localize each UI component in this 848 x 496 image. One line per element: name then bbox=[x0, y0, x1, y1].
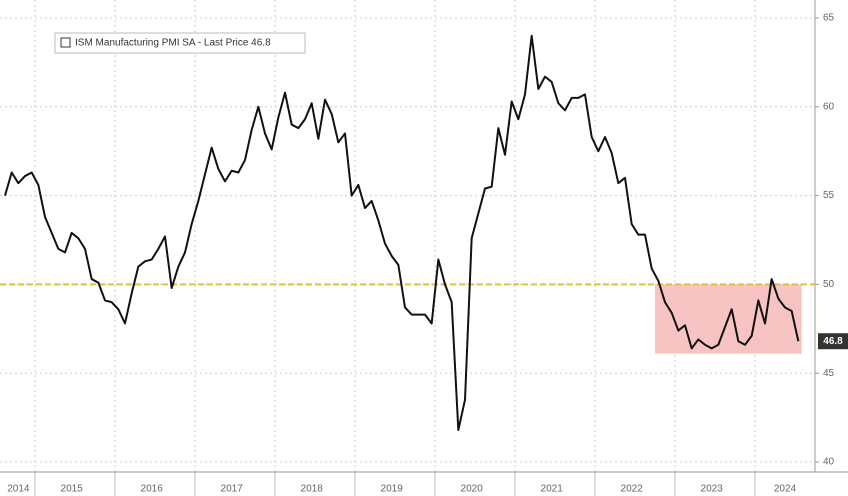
y-tick-label: 60 bbox=[823, 101, 835, 112]
x-tick-label: 2014 bbox=[7, 484, 30, 495]
y-tick-label: 40 bbox=[823, 457, 835, 468]
x-tick-label: 2021 bbox=[541, 484, 564, 495]
y-tick-label: 50 bbox=[823, 279, 835, 290]
legend-box bbox=[54, 32, 306, 54]
x-tick-label: 2024 bbox=[774, 484, 797, 495]
last-price-label: 46.8 bbox=[823, 336, 843, 347]
legend-label: ISM Manufacturing PMI SA - Last Price 46… bbox=[75, 38, 271, 49]
x-tick-label: 2023 bbox=[701, 484, 724, 495]
x-tick-label: 2020 bbox=[461, 484, 484, 495]
series-line bbox=[4, 34, 800, 432]
y-tick-label: 45 bbox=[823, 368, 835, 379]
x-tick-label: 2022 bbox=[621, 484, 644, 495]
x-tick-label: 2015 bbox=[61, 484, 84, 495]
x-tick-label: 2017 bbox=[221, 484, 244, 495]
y-tick-label: 65 bbox=[823, 13, 835, 24]
y-tick-label: 55 bbox=[823, 190, 835, 201]
x-tick-label: 2018 bbox=[301, 484, 324, 495]
legend-swatch bbox=[60, 37, 71, 48]
x-tick-label: 2019 bbox=[381, 484, 404, 495]
last-price-box bbox=[818, 333, 848, 350]
x-tick-label: 2016 bbox=[141, 484, 164, 495]
